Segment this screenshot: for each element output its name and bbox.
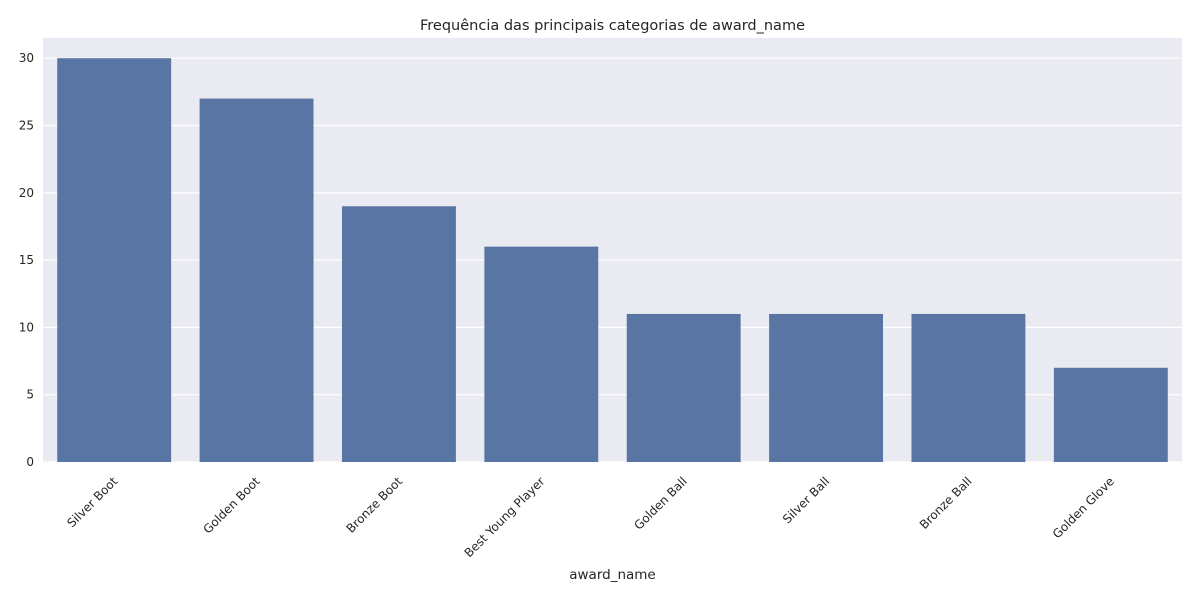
x-axis-ticks: Silver Boot Golden Boot Bronze Boot Best Yo… <box>64 474 1117 560</box>
bar-bronze-boot <box>341 206 456 462</box>
y-tick-label: 5 <box>26 388 34 402</box>
x-tick-label: Golden Boot <box>200 474 262 536</box>
x-tick-label: Bronze Ball <box>917 474 975 532</box>
y-tick-label: 30 <box>19 51 34 65</box>
y-tick-label: 15 <box>19 253 34 267</box>
y-tick-label: 20 <box>19 186 34 200</box>
bar-golden-ball <box>626 313 741 462</box>
x-tick-label: Golden Glove <box>1050 474 1117 541</box>
x-tick-label: Silver Ball <box>780 474 832 526</box>
x-tick-label: Best Young Player <box>462 474 548 560</box>
y-tick-label: 10 <box>19 320 34 334</box>
x-axis-label: award_name <box>569 567 656 583</box>
y-tick-label: 0 <box>26 455 34 469</box>
bar-silver-ball <box>769 313 884 462</box>
bar-golden-boot <box>199 98 314 463</box>
bars <box>57 58 1168 463</box>
y-tick-label: 25 <box>19 118 34 132</box>
bar-best-young-player <box>484 246 599 462</box>
bar-golden-glove <box>1053 367 1168 462</box>
x-tick-label: Golden Ball <box>631 474 689 532</box>
chart-title: Frequência das principais categorias de … <box>420 18 805 34</box>
bar-silver-boot <box>57 58 172 462</box>
y-axis-ticks: 0 5 10 15 20 25 30 <box>19 51 34 469</box>
bar-bronze-ball <box>911 313 1026 462</box>
x-tick-label: Silver Boot <box>64 474 120 530</box>
x-tick-label: Bronze Boot <box>344 474 406 536</box>
